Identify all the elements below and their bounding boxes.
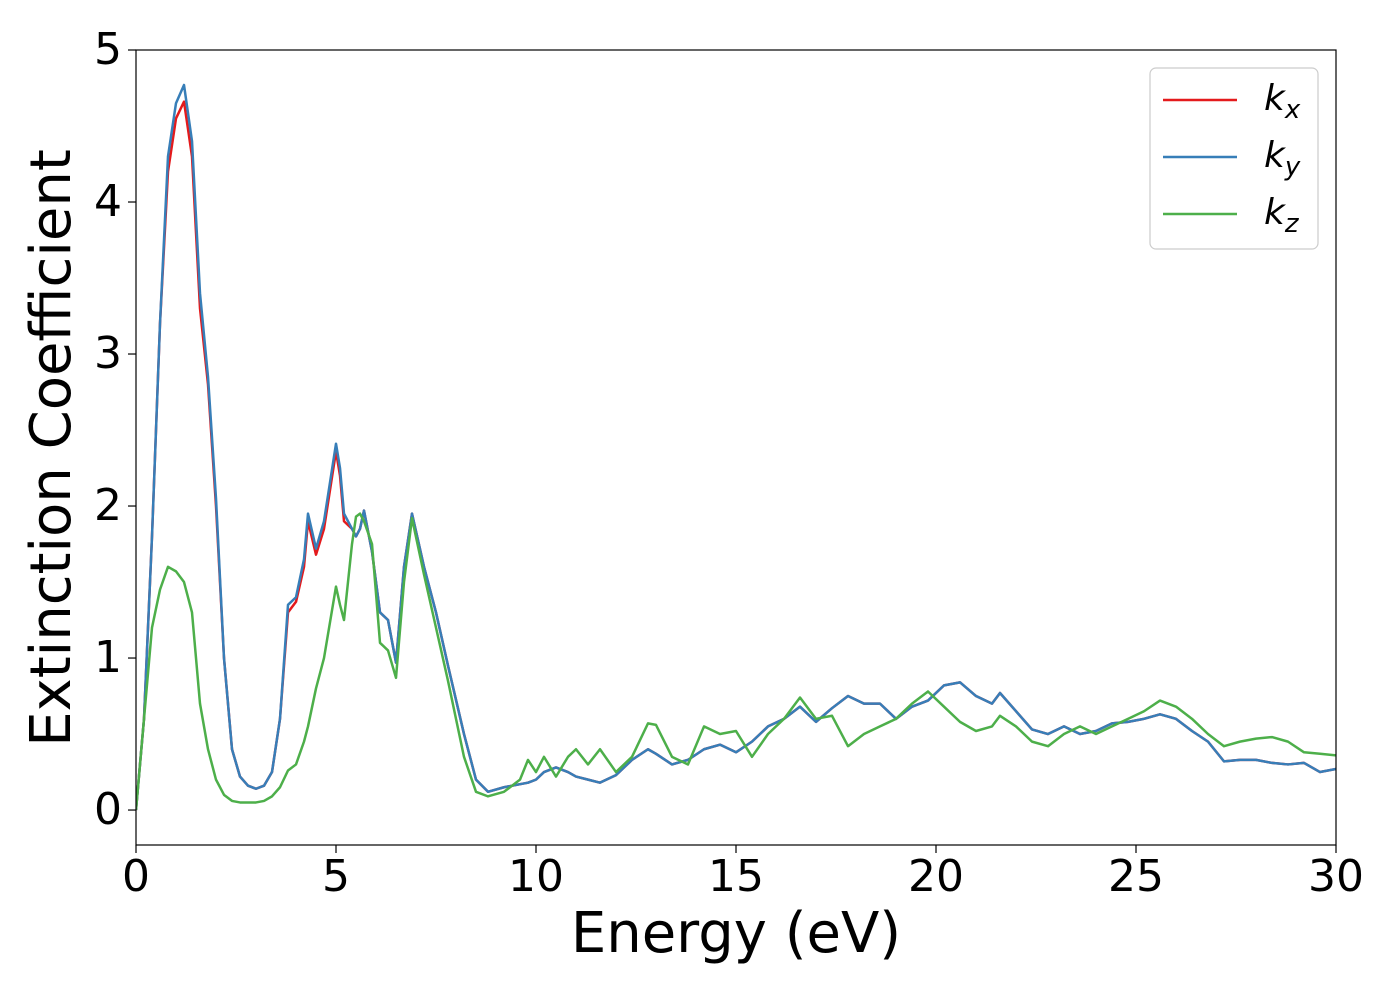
- y-tick-label: 0: [94, 784, 122, 835]
- y-axis-label: Extinction Coefficient: [19, 149, 84, 747]
- x-tick-label: 5: [322, 851, 350, 902]
- legend-label: ky: [1264, 135, 1301, 182]
- legend-label: kx: [1264, 78, 1301, 125]
- series-line: [136, 83, 1336, 811]
- y-tick-label: 1: [94, 632, 122, 683]
- y-tick-label: 2: [94, 480, 122, 531]
- x-tick-label: 10: [508, 851, 564, 902]
- x-tick-label: 30: [1308, 851, 1364, 902]
- y-tick-label: 5: [94, 24, 122, 75]
- legend-box: [1149, 67, 1319, 250]
- x-tick-label: 25: [1108, 851, 1164, 902]
- x-tick-label: 0: [122, 851, 150, 902]
- legend-label: kz: [1264, 192, 1300, 239]
- y-tick-label: 4: [94, 176, 122, 227]
- series-line: [136, 512, 1336, 811]
- x-tick-label: 15: [708, 851, 764, 902]
- x-tick-label: 20: [908, 851, 964, 902]
- x-axis-label: Energy (eV): [571, 901, 901, 966]
- plot-frame: [135, 49, 1337, 846]
- y-tick-label: 3: [94, 328, 122, 379]
